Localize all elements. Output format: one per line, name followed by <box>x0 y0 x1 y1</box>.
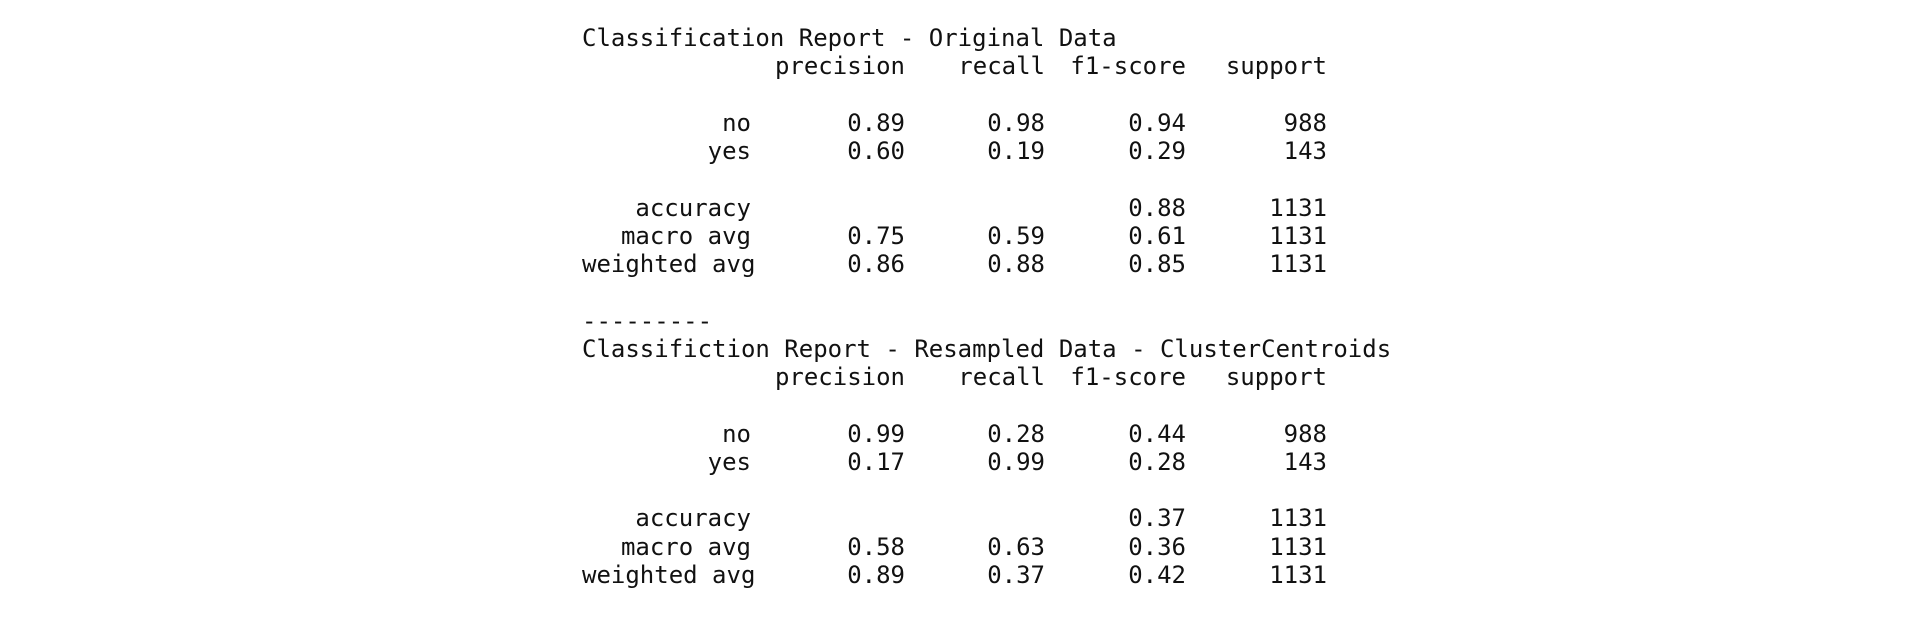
support-value: 988 <box>1283 108 1327 137</box>
recall-value <box>905 194 1045 222</box>
report-title: Classifiction Report - Resampled Data - … <box>582 334 1392 363</box>
header-spacer <box>582 363 751 391</box>
row-label: weighted avg <box>582 250 756 278</box>
support-value: 1131 <box>1269 532 1327 561</box>
row-label: macro avg <box>620 532 751 561</box>
header-row: precision recall f1-score support <box>582 363 1391 391</box>
row-label: yes <box>707 447 751 476</box>
report-original: Classification Report - Original Data pr… <box>582 24 1391 278</box>
recall-value: 0.99 <box>987 447 1045 476</box>
divider-line: --------- <box>582 306 713 335</box>
report-title: Classification Report - Original Data <box>582 24 1117 52</box>
table-row: macro avg 0.58 0.63 0.36 1131 <box>582 533 1391 561</box>
f1-value: 0.94 <box>1128 108 1186 137</box>
header-precision: precision <box>774 52 905 81</box>
support-value: 988 <box>1283 419 1327 448</box>
support-value: 1131 <box>1269 193 1327 222</box>
f1-value: 0.28 <box>1128 447 1186 476</box>
row-label: accuracy <box>635 504 751 533</box>
f1-value: 0.88 <box>1128 193 1186 222</box>
f1-value: 0.29 <box>1128 137 1186 165</box>
precision-value: 0.75 <box>847 221 905 250</box>
support-value: 143 <box>1283 137 1327 165</box>
support-value: 1131 <box>1269 221 1327 250</box>
header-f1-score: f1-score <box>1070 363 1186 391</box>
row-label: no <box>722 108 751 137</box>
header-support: support <box>1225 52 1327 81</box>
row-label: no <box>722 419 751 448</box>
precision-value: 0.89 <box>847 108 905 137</box>
table-row: yes 0.17 0.99 0.28 143 <box>582 448 1391 476</box>
recall-value: 0.63 <box>987 532 1045 561</box>
recall-value: 0.28 <box>987 419 1045 448</box>
recall-value: 0.19 <box>987 137 1045 165</box>
table-row: no 0.89 0.98 0.94 988 <box>582 109 1391 137</box>
table-row: yes 0.60 0.19 0.29 143 <box>582 137 1391 165</box>
header-f1-score: f1-score <box>1070 52 1186 81</box>
f1-value: 0.37 <box>1128 504 1186 533</box>
recall-value: 0.98 <box>987 108 1045 137</box>
f1-value: 0.42 <box>1128 560 1186 589</box>
table-row: weighted avg 0.86 0.88 0.85 1131 <box>582 250 1391 278</box>
precision-value: 0.89 <box>847 560 905 589</box>
recall-value: 0.59 <box>987 221 1045 250</box>
classification-report-output: Classification Report - Original Data pr… <box>582 24 1391 589</box>
support-value: 143 <box>1283 447 1327 476</box>
f1-value: 0.36 <box>1128 532 1186 561</box>
recall-value: 0.88 <box>987 250 1045 278</box>
header-row: precision recall f1-score support <box>582 52 1391 80</box>
recall-value: 0.37 <box>987 560 1045 589</box>
report-resampled: Classifiction Report - Resampled Data - … <box>582 335 1391 589</box>
support-value: 1131 <box>1269 504 1327 533</box>
precision-value: 0.60 <box>847 137 905 165</box>
header-spacer <box>582 52 751 80</box>
f1-value: 0.61 <box>1128 221 1186 250</box>
precision-value: 0.58 <box>847 532 905 561</box>
precision-value: 0.99 <box>847 419 905 448</box>
header-precision: precision <box>774 363 905 391</box>
recall-value <box>905 504 1045 532</box>
row-label: weighted avg <box>582 560 756 589</box>
header-recall: recall <box>958 52 1045 81</box>
header-support: support <box>1225 363 1327 391</box>
row-label: macro avg <box>620 221 751 250</box>
row-label: yes <box>707 137 751 165</box>
support-value: 1131 <box>1269 560 1327 589</box>
support-value: 1131 <box>1269 250 1327 278</box>
table-row: accuracy 0.88 1131 <box>582 194 1391 222</box>
table-row: accuracy 0.37 1131 <box>582 504 1391 532</box>
row-label: accuracy <box>635 193 751 222</box>
table-row: macro avg 0.75 0.59 0.61 1131 <box>582 222 1391 250</box>
precision-value: 0.86 <box>847 250 905 278</box>
f1-value: 0.44 <box>1128 419 1186 448</box>
precision-value <box>751 504 905 532</box>
table-row: weighted avg 0.89 0.37 0.42 1131 <box>582 561 1391 589</box>
precision-value <box>751 194 905 222</box>
precision-value: 0.17 <box>847 447 905 476</box>
table-row: no 0.99 0.28 0.44 988 <box>582 420 1391 448</box>
f1-value: 0.85 <box>1128 250 1186 278</box>
header-recall: recall <box>958 363 1045 391</box>
